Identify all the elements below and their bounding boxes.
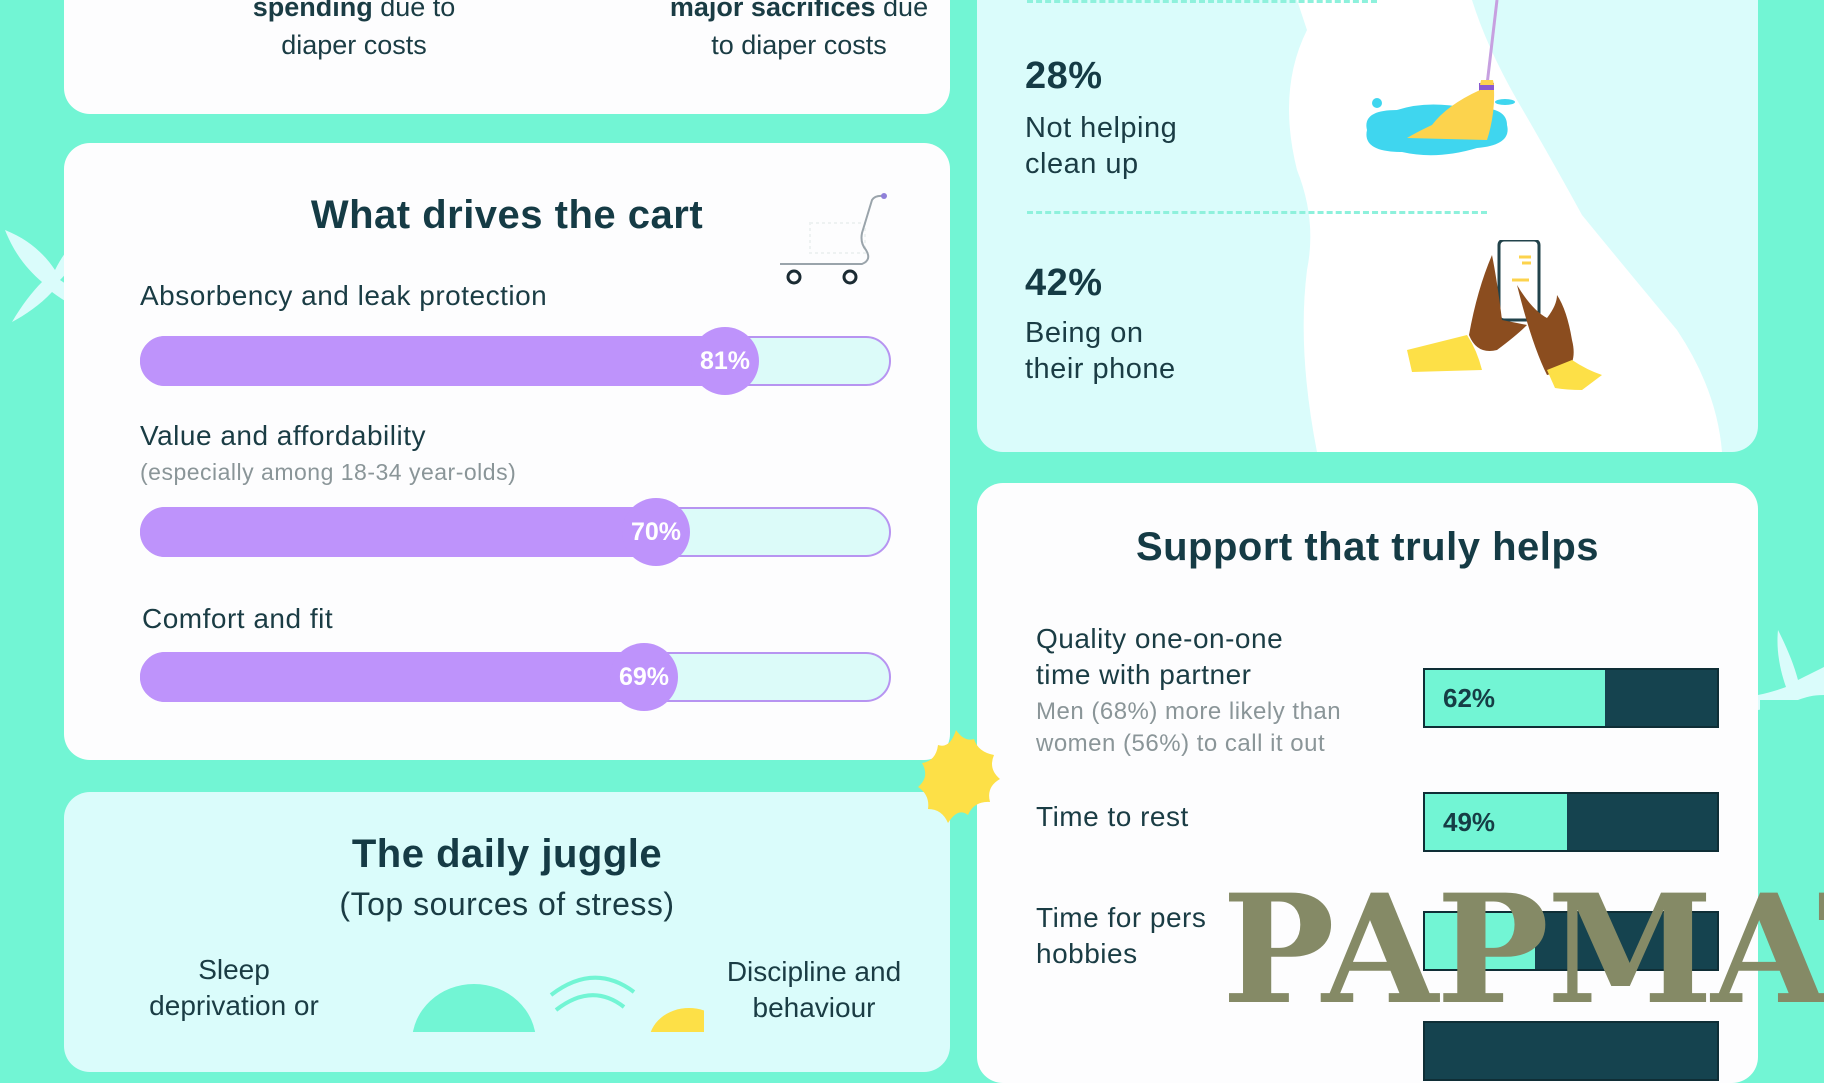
- support-bar-fill: [1425, 794, 1567, 850]
- progress-fill: [140, 336, 735, 386]
- stress-item-line: deprivation or: [149, 990, 319, 1021]
- juggling-balls-illustration: [412, 975, 704, 1032]
- yellow-star-icon: [918, 730, 1000, 823]
- support-bar-fill: [1425, 913, 1535, 969]
- stat-left-rest: due to: [372, 0, 456, 22]
- support-bar-hobbies: [1423, 911, 1719, 971]
- partner-frustrations-card: 28% Not helping clean up 42% Being on th…: [977, 0, 1758, 452]
- progress-value-badge: 69%: [610, 643, 678, 711]
- cart-drivers-card: What drives the cart Absorbency and leak…: [64, 143, 950, 760]
- frustration-value: 42%: [1025, 262, 1103, 304]
- stat-left-line2: diaper costs: [281, 30, 427, 60]
- frustration-line: clean up: [1025, 148, 1139, 180]
- support-item-note: Men (68%) more likely than women (56%) t…: [1036, 696, 1341, 760]
- divider: [1027, 0, 1377, 3]
- support-bar-rest: 49%: [1423, 792, 1719, 852]
- progress-fill: [140, 507, 666, 557]
- support-bar-value: 62%: [1443, 682, 1496, 713]
- progress-bar-absorbency: 81%: [140, 327, 891, 395]
- support-bar-value: 49%: [1443, 806, 1496, 837]
- cart-item-sublabel: (especially among 18-34 year-olds): [140, 459, 517, 485]
- support-card: Support that truly helps Quality one-on-…: [977, 483, 1758, 1083]
- stat-right-line2: to diaper costs: [711, 30, 887, 60]
- stat-right-rest: due: [875, 0, 929, 22]
- divider: [1027, 211, 1487, 214]
- stress-item-line: behaviour: [752, 992, 876, 1023]
- sparkle-right-icon: [1758, 630, 1824, 710]
- stress-item-discipline: Discipline and behaviour: [694, 954, 934, 1026]
- stat-reduced-spending: spending due to diaper costs: [124, 0, 584, 64]
- support-item-line: Quality one-on-one: [1036, 623, 1284, 654]
- cart-card-title: What drives the cart: [310, 193, 704, 237]
- support-item-label: Time to rest: [1036, 801, 1189, 832]
- stat-right-bold: major sacrifices: [669, 0, 876, 22]
- stress-item-line: Discipline and: [726, 956, 902, 987]
- watermark-logo: PAPMATE: [1222, 862, 1824, 1038]
- cart-item-label: Value and affordability: [140, 420, 426, 451]
- support-item-line: time with partner: [1036, 659, 1252, 690]
- stress-item-line: Sleep: [198, 954, 270, 985]
- support-item-line: hobbies: [1036, 938, 1138, 969]
- frustration-line: Not helping: [1025, 112, 1178, 144]
- frustration-value: 28%: [1025, 55, 1103, 97]
- support-item-label: Quality one-on-one time with partner: [1036, 621, 1283, 693]
- stat-left-bold: spending: [252, 0, 373, 22]
- support-card-title: Support that truly helps: [1135, 525, 1600, 569]
- triangle-accent: [1760, 700, 1824, 855]
- stress-item-sleep: Sleep deprivation or: [104, 952, 364, 1024]
- support-bar-fill: [1425, 670, 1605, 726]
- progress-bar-comfort: 69%: [140, 643, 891, 711]
- diaper-cost-stats-card: spending due to diaper costs major sacri…: [64, 0, 950, 114]
- daily-juggle-card: The daily juggle (Top sources of stress)…: [64, 792, 950, 1072]
- progress-value-badge: 81%: [691, 327, 759, 395]
- mop-puddle-icon: [1366, 0, 1515, 156]
- juggle-card-subtitle: (Top sources of stress): [339, 886, 675, 922]
- juggle-card-title: The daily juggle: [351, 832, 663, 876]
- progress-value-badge: 70%: [622, 498, 690, 566]
- support-bar-one-on-one: 62%: [1423, 668, 1719, 728]
- support-bar-next: [1423, 1021, 1719, 1081]
- support-note-line: Men (68%) more likely than: [1036, 698, 1342, 725]
- hands-phone-icon: [1407, 240, 1602, 390]
- shopping-cart-icon: [780, 193, 887, 285]
- frustration-line: Being on: [1025, 317, 1144, 349]
- frustration-label: Not helping clean up: [1025, 110, 1177, 182]
- support-item-label: Time for pers hobbies: [1036, 900, 1206, 972]
- progress-bar-value: 70%: [140, 498, 891, 566]
- cart-item-label: Absorbency and leak protection: [140, 280, 548, 311]
- support-note-line: women (56%) to call it out: [1036, 730, 1326, 757]
- stat-major-sacrifices: major sacrifices due to diaper costs: [534, 0, 950, 64]
- cart-item-label: Comfort and fit: [142, 603, 334, 634]
- support-item-line: Time for pers: [1036, 902, 1207, 933]
- progress-fill: [140, 652, 654, 702]
- frustration-label: Being on their phone: [1025, 315, 1176, 387]
- frustration-line: their phone: [1025, 353, 1176, 385]
